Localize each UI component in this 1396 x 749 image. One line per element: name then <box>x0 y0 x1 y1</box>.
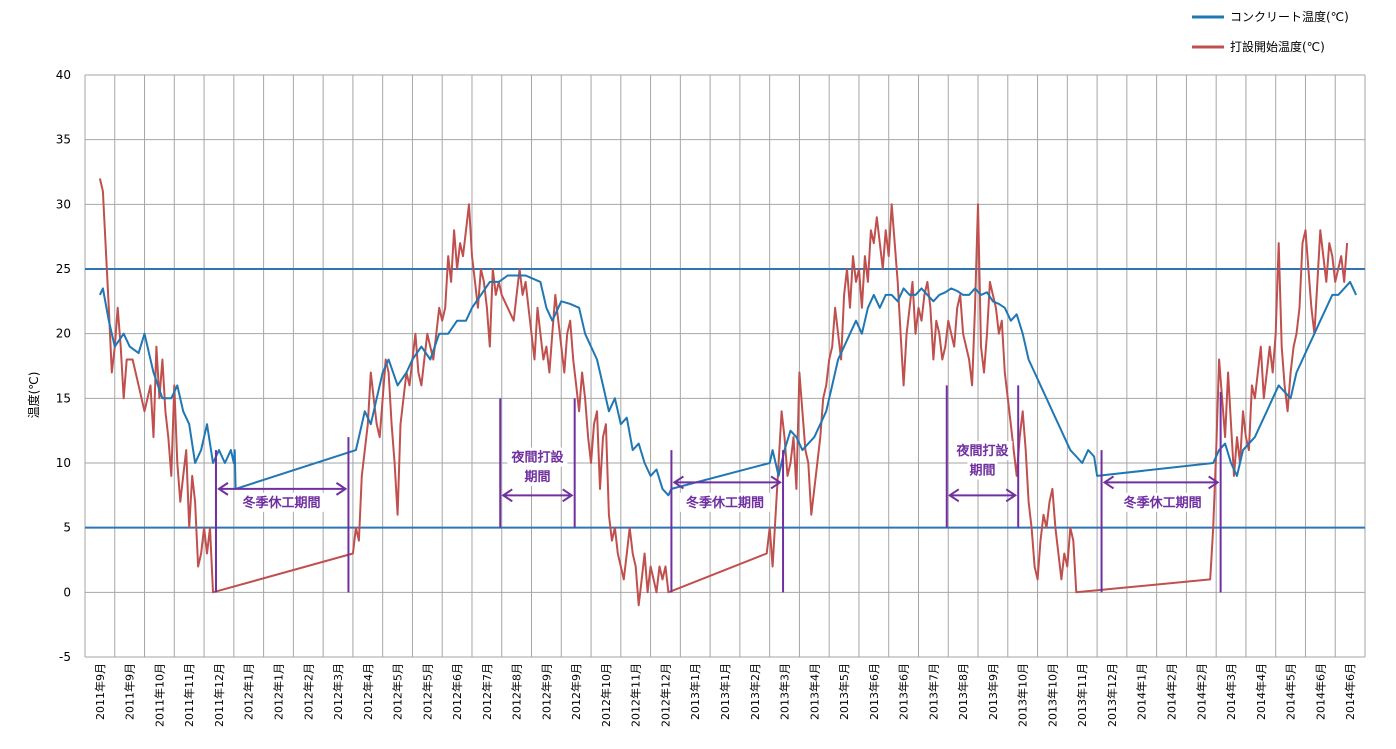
x-tick-label: 2012年9月 <box>569 663 583 720</box>
y-tick-label: 5 <box>63 521 71 535</box>
y-tick-label: 15 <box>56 391 71 405</box>
x-tick-label: 2011年12月 <box>212 663 226 727</box>
annotation-label: 冬季休工期間 <box>1124 495 1202 511</box>
x-tick-label: 2013年3月 <box>778 663 792 720</box>
x-tick-label: 2014年4月 <box>1254 663 1268 720</box>
x-tick-label: 2013年9月 <box>986 663 1000 720</box>
annotation-label: 期間 <box>969 463 995 478</box>
y-tick-label: 25 <box>56 262 71 276</box>
x-axis-ticks: 2011年9月 2011年9月 2011年10月 2011年11月 2011年12月 20… <box>93 663 1357 727</box>
x-tick-label: 2013年6月 <box>897 663 911 720</box>
x-tick-label: 2011年11月 <box>182 663 196 727</box>
x-tick-label: 2012年1月 <box>271 663 285 720</box>
x-tick-label: 2012年3月 <box>331 663 345 720</box>
y-tick-label: 35 <box>56 133 71 147</box>
x-tick-label: 2013年10月 <box>1045 663 1059 727</box>
x-tick-label: 2014年6月 <box>1343 663 1357 720</box>
x-tick-label: 2013年12月 <box>1105 663 1119 727</box>
y-tick-label: 10 <box>56 456 71 470</box>
x-tick-label: 2011年9月 <box>123 663 137 720</box>
y-axis-label: 温度(℃) <box>26 372 41 419</box>
legend-label-placement: 打設開始温度(℃) <box>1230 39 1325 54</box>
x-tick-label: 2012年7月 <box>480 663 494 720</box>
x-tick-label: 2012年2月 <box>301 663 315 720</box>
x-tick-label: 2012年5月 <box>391 663 405 720</box>
y-axis-ticks: -5 0 5 10 15 20 25 30 35 40 <box>56 68 71 664</box>
x-tick-label: 2012年4月 <box>361 663 375 720</box>
x-tick-label: 2013年8月 <box>956 663 970 720</box>
series-line <box>100 179 1347 606</box>
series-line <box>100 276 1356 496</box>
x-tick-label: 2013年4月 <box>807 663 821 720</box>
legend-label-concrete: コンクリート温度(℃) <box>1230 9 1349 24</box>
x-tick-label: 2013年6月 <box>867 663 881 720</box>
annotation-label: 冬季休工期間 <box>242 495 320 511</box>
annotation-label: 冬季休工期間 <box>686 495 764 511</box>
x-tick-label: 2014年6月 <box>1313 663 1327 720</box>
x-tick-label: 2011年9月 <box>93 663 107 720</box>
x-tick-label: 2013年5月 <box>837 663 851 720</box>
x-tick-label: 2013年7月 <box>926 663 940 720</box>
legend: コンクリート温度(℃) 打設開始温度(℃) <box>1192 9 1349 54</box>
series-lines <box>100 179 1356 606</box>
x-tick-label: 2013年10月 <box>1016 663 1030 727</box>
x-tick-label: 2012年1月 <box>242 663 256 720</box>
annotation-label: 期間 <box>524 470 550 485</box>
y-tick-label: 20 <box>56 327 71 341</box>
y-tick-label: 30 <box>56 197 71 211</box>
x-tick-label: 2014年2月 <box>1165 663 1179 720</box>
x-tick-label: 2013年1月 <box>718 663 732 720</box>
x-tick-label: 2012年8月 <box>510 663 524 720</box>
x-tick-label: 2014年2月 <box>1194 663 1208 720</box>
x-tick-label: 2012年9月 <box>539 663 553 720</box>
x-tick-label: 2014年5月 <box>1284 663 1298 720</box>
x-tick-label: 2012年10月 <box>599 663 613 727</box>
x-tick-label: 2012年11月 <box>629 663 643 727</box>
x-tick-label: 2012年12月 <box>658 663 672 727</box>
x-tick-label: 2012年5月 <box>420 663 434 720</box>
y-tick-label: 40 <box>56 68 71 82</box>
x-tick-label: 2014年1月 <box>1135 663 1149 720</box>
x-tick-label: 2013年2月 <box>748 663 762 720</box>
x-tick-label: 2011年10月 <box>152 663 166 727</box>
x-tick-label: 2014年3月 <box>1224 663 1238 720</box>
x-tick-label: 2012年6月 <box>450 663 464 720</box>
annotation-label: 夜間打設 <box>955 443 1009 459</box>
x-tick-label: 2013年1月 <box>688 663 702 720</box>
annotation-label: 夜間打設 <box>510 450 564 466</box>
y-tick-label: -5 <box>59 650 71 664</box>
y-tick-label: 0 <box>63 585 71 599</box>
x-tick-label: 2013年11月 <box>1075 663 1089 727</box>
